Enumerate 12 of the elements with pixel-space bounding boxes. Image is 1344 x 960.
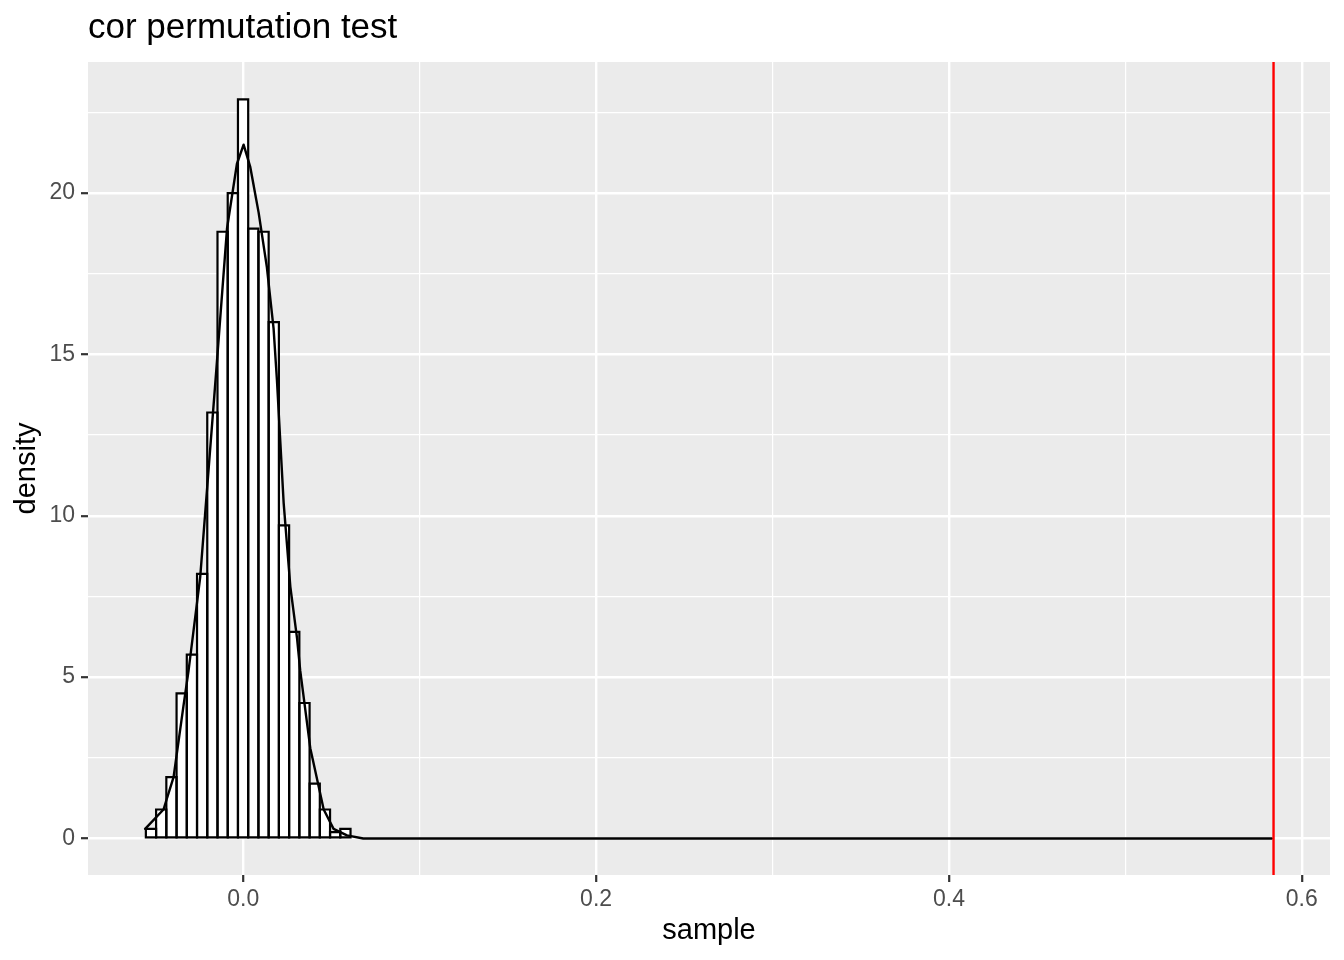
x-tick-label: 0.2 <box>580 885 613 912</box>
x-tick-label: 0.0 <box>227 885 260 912</box>
y-tick-label: 0 <box>62 823 75 850</box>
y-tick-label: 5 <box>62 662 75 689</box>
y-tick-label: 10 <box>49 501 75 528</box>
x-tick-label: 0.6 <box>1285 885 1318 912</box>
y-axis-title: density <box>9 422 42 515</box>
x-tick-label: 0.4 <box>932 885 966 912</box>
x-axis-title: sample <box>662 912 756 945</box>
y-tick-label: 15 <box>49 339 75 366</box>
y-tick-label: 20 <box>49 178 75 205</box>
chart-title: cor permutation test <box>88 5 398 45</box>
